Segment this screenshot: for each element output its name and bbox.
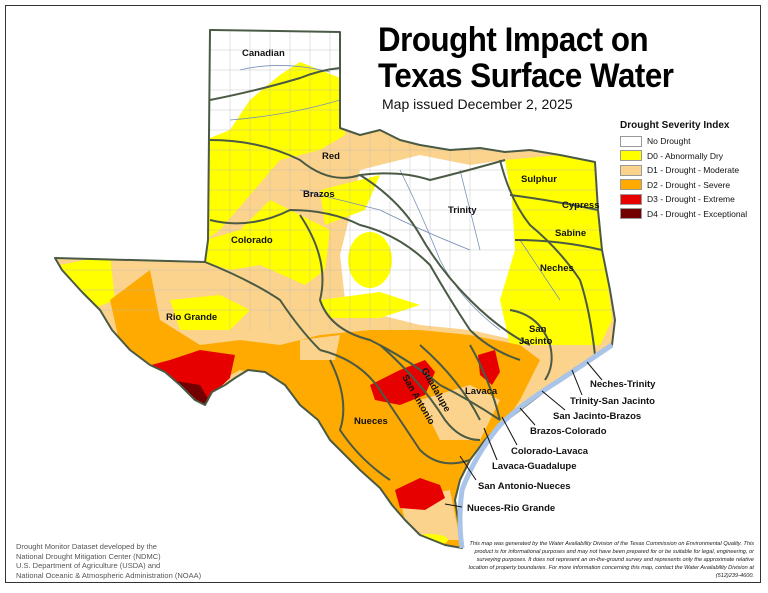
credit-line: Drought Monitor Dataset developed by the [16, 542, 157, 551]
legend-label: No Drought [647, 136, 691, 147]
coastal-label-nueces-rio-grande: Nueces-Rio Grande [467, 503, 555, 514]
title-line-1: Drought Impact on [378, 21, 649, 59]
basin-label-san-jacinto-1: San [529, 324, 547, 335]
legend-label: D0 - Abnormally Dry [647, 150, 724, 161]
legend-item-d0: D0 - Abnormally Dry [620, 149, 758, 164]
legend-label: D3 - Drought - Extreme [647, 194, 735, 205]
coastal-label-san-antonio-nueces: San Antonio-Nueces [478, 481, 571, 492]
legend-item-d1: D1 - Drought - Moderate [620, 163, 758, 178]
legend-swatch [620, 135, 642, 147]
legend-swatch [620, 179, 642, 191]
legend-swatch [620, 164, 642, 176]
basin-label-sabine: Sabine [555, 228, 586, 239]
legend-item-no-drought: No Drought [620, 134, 758, 149]
disclaimer: This map was generated by the Water Avai… [468, 541, 754, 579]
legend-item-d3: D3 - Drought - Extreme [620, 192, 758, 207]
basin-label-red: Red [322, 151, 340, 162]
basin-label-brazos: Brazos [303, 189, 335, 200]
map-issued-date: Map issued December 2, 2025 [382, 96, 573, 112]
coastal-label-neches-trinity: Neches-Trinity [590, 379, 656, 390]
legend-swatch [620, 193, 642, 205]
data-credit: Drought Monitor Dataset developed by the… [16, 542, 201, 580]
legend-item-d2: D2 - Drought - Severe [620, 178, 758, 193]
coastal-label-san-jacinto-brazos: San Jacinto-Brazos [553, 411, 641, 422]
legend-label: D2 - Drought - Severe [647, 179, 731, 190]
basin-label-cypress: Cypress [562, 200, 600, 211]
legend-title: Drought Severity Index [620, 120, 730, 131]
basin-label-trinity: Trinity [448, 205, 477, 216]
coastal-label-trinity-san-jacinto: Trinity-San Jacinto [570, 396, 655, 407]
coastal-label-lavaca-guadalupe: Lavaca-Guadalupe [492, 461, 576, 472]
credit-line: National Drought Mitigation Center (NDMC… [16, 551, 161, 561]
map-title: Drought Impact on Texas Surface Water [378, 22, 674, 94]
title-line-2: Texas Surface Water [378, 57, 674, 95]
credit-line: National Oceanic & Atmospheric Administr… [16, 570, 202, 580]
basin-label-lavaca: Lavaca [465, 386, 498, 397]
coastal-label-colorado-lavaca: Colorado-Lavaca [511, 446, 589, 457]
credit-line: U.S. Department of Agriculture (USDA) an… [16, 561, 161, 570]
legend-label: D4 - Drought - Exceptional [647, 208, 748, 219]
legend-swatch [620, 150, 642, 162]
coastal-label-brazos-colorado: Brazos-Colorado [530, 426, 607, 437]
legend: Drought Severity Index No Drought D0 - A… [620, 120, 758, 221]
legend-item-d4: D4 - Drought - Exceptional [620, 207, 758, 222]
basin-label-colorado: Colorado [231, 235, 273, 246]
legend-swatch [620, 208, 642, 220]
basin-label-san-jacinto-2: Jacinto [519, 336, 552, 347]
basin-label-nueces: Nueces [354, 416, 388, 427]
basin-label-sulphur: Sulphur [521, 174, 557, 185]
basin-label-neches: Neches [540, 263, 574, 274]
legend-label: D1 - Drought - Moderate [647, 165, 740, 176]
basin-label-canadian: Canadian [242, 48, 285, 59]
basin-label-rio-grande: Rio Grande [166, 312, 217, 323]
